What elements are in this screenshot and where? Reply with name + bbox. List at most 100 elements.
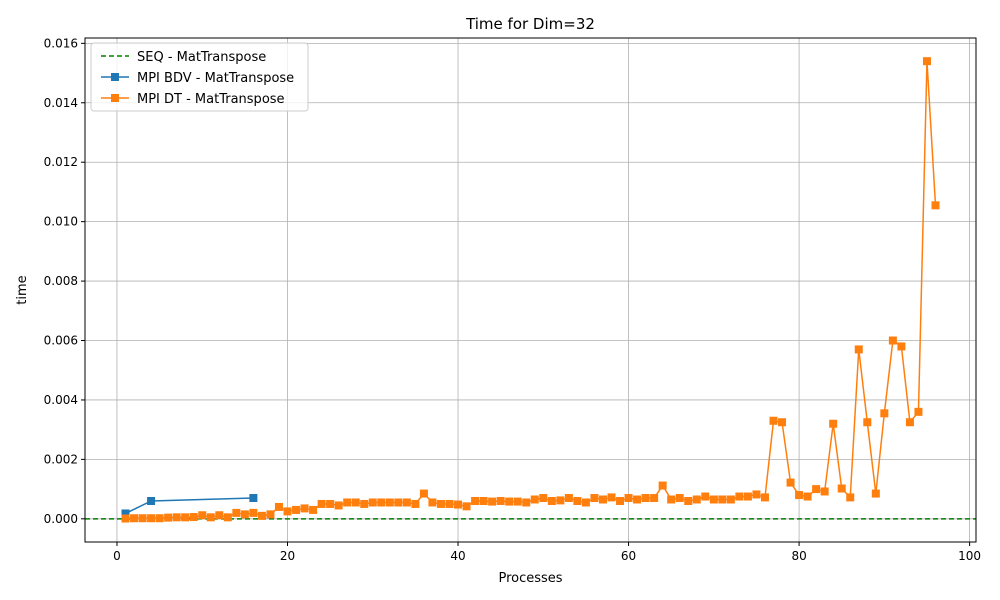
data-point: [922, 57, 931, 66]
legend-marker-dt: [111, 94, 119, 102]
data-point: [650, 494, 659, 503]
y-tick-label: 0.008: [44, 274, 78, 288]
data-point: [121, 514, 130, 523]
data-point: [931, 201, 940, 210]
data-point: [888, 336, 897, 345]
plot-area: [85, 38, 976, 542]
data-point: [402, 498, 411, 507]
series-2: [121, 57, 940, 523]
data-point: [905, 418, 914, 427]
data-point: [309, 505, 318, 514]
data-point: [658, 481, 667, 490]
data-point: [274, 502, 283, 511]
y-tick-label: 0.000: [44, 512, 78, 526]
plot-frame: [84, 37, 977, 543]
x-tick-label: 60: [621, 549, 636, 563]
data-point: [471, 496, 480, 505]
legend-box: [90, 42, 309, 112]
data-point: [172, 513, 181, 522]
data-point: [249, 494, 258, 503]
data-point: [445, 499, 454, 508]
series-layer: [85, 57, 976, 523]
grid: [85, 38, 976, 542]
y-tick-label: 0.010: [44, 215, 78, 229]
data-point: [854, 345, 863, 354]
y-tick-label: 0.014: [44, 96, 78, 110]
data-point: [871, 489, 880, 498]
data-point: [701, 492, 710, 501]
data-point: [454, 500, 463, 509]
data-point: [803, 492, 812, 501]
data-point: [292, 505, 301, 514]
data-point: [778, 418, 787, 427]
data-point: [164, 513, 173, 522]
y-ticks: 0.000 0.002 0.004 0.006 0.008 0.010 0.012 0.014…: [44, 36, 85, 526]
data-point: [598, 495, 607, 504]
data-point: [752, 490, 761, 499]
data-point: [795, 491, 804, 500]
data-point: [334, 501, 343, 510]
data-point: [530, 495, 539, 504]
y-tick-label: 0.016: [44, 36, 78, 50]
data-point: [573, 496, 582, 505]
data-point: [726, 495, 735, 504]
data-point: [189, 513, 198, 522]
data-point: [488, 497, 497, 506]
data-point: [812, 485, 821, 494]
x-tick-label: 100: [958, 549, 981, 563]
data-point: [130, 514, 139, 523]
data-point: [326, 499, 335, 508]
data-point: [684, 496, 693, 505]
x-tick-label: 0: [113, 549, 121, 563]
data-point: [147, 514, 156, 523]
x-ticks: 0 20 40 60 80 100: [113, 542, 981, 563]
data-point: [428, 498, 437, 507]
data-point: [547, 496, 556, 505]
data-point: [829, 419, 838, 428]
data-point: [436, 499, 445, 508]
data-point: [206, 513, 215, 522]
data-point: [411, 499, 420, 508]
data-point: [240, 510, 249, 519]
data-point: [667, 495, 676, 504]
data-point: [283, 507, 292, 516]
y-tick-label: 0.002: [44, 452, 78, 466]
data-point: [138, 514, 147, 523]
data-point: [880, 409, 889, 418]
data-point: [616, 496, 625, 505]
data-point: [564, 494, 573, 503]
y-tick-label: 0.004: [44, 393, 78, 407]
data-point: [351, 498, 360, 507]
data-point: [539, 494, 548, 503]
data-point: [837, 484, 846, 493]
data-point: [198, 511, 207, 520]
y-axis-label: time: [15, 275, 30, 304]
data-point: [897, 342, 906, 351]
data-point: [266, 510, 275, 519]
data-point: [505, 497, 514, 506]
data-point: [760, 493, 769, 502]
data-point: [581, 498, 590, 507]
data-point: [914, 407, 923, 416]
data-point: [155, 514, 164, 523]
legend-label-seq: SEQ - MatTranspose: [137, 50, 266, 65]
data-point: [181, 513, 190, 522]
data-point: [249, 508, 258, 517]
data-point: [624, 494, 633, 503]
x-tick-label: 80: [791, 549, 806, 563]
data-point: [590, 494, 599, 503]
data-point: [317, 499, 326, 508]
data-point: [556, 496, 565, 505]
x-tick-label: 20: [280, 549, 295, 563]
data-point: [641, 494, 650, 503]
data-point: [769, 416, 778, 425]
data-point: [522, 498, 531, 507]
data-point: [462, 502, 471, 511]
data-point: [377, 498, 386, 507]
y-tick-label: 0.012: [44, 155, 78, 169]
data-point: [343, 498, 352, 507]
data-point: [633, 495, 642, 504]
data-point: [419, 489, 428, 498]
data-point: [360, 499, 369, 508]
